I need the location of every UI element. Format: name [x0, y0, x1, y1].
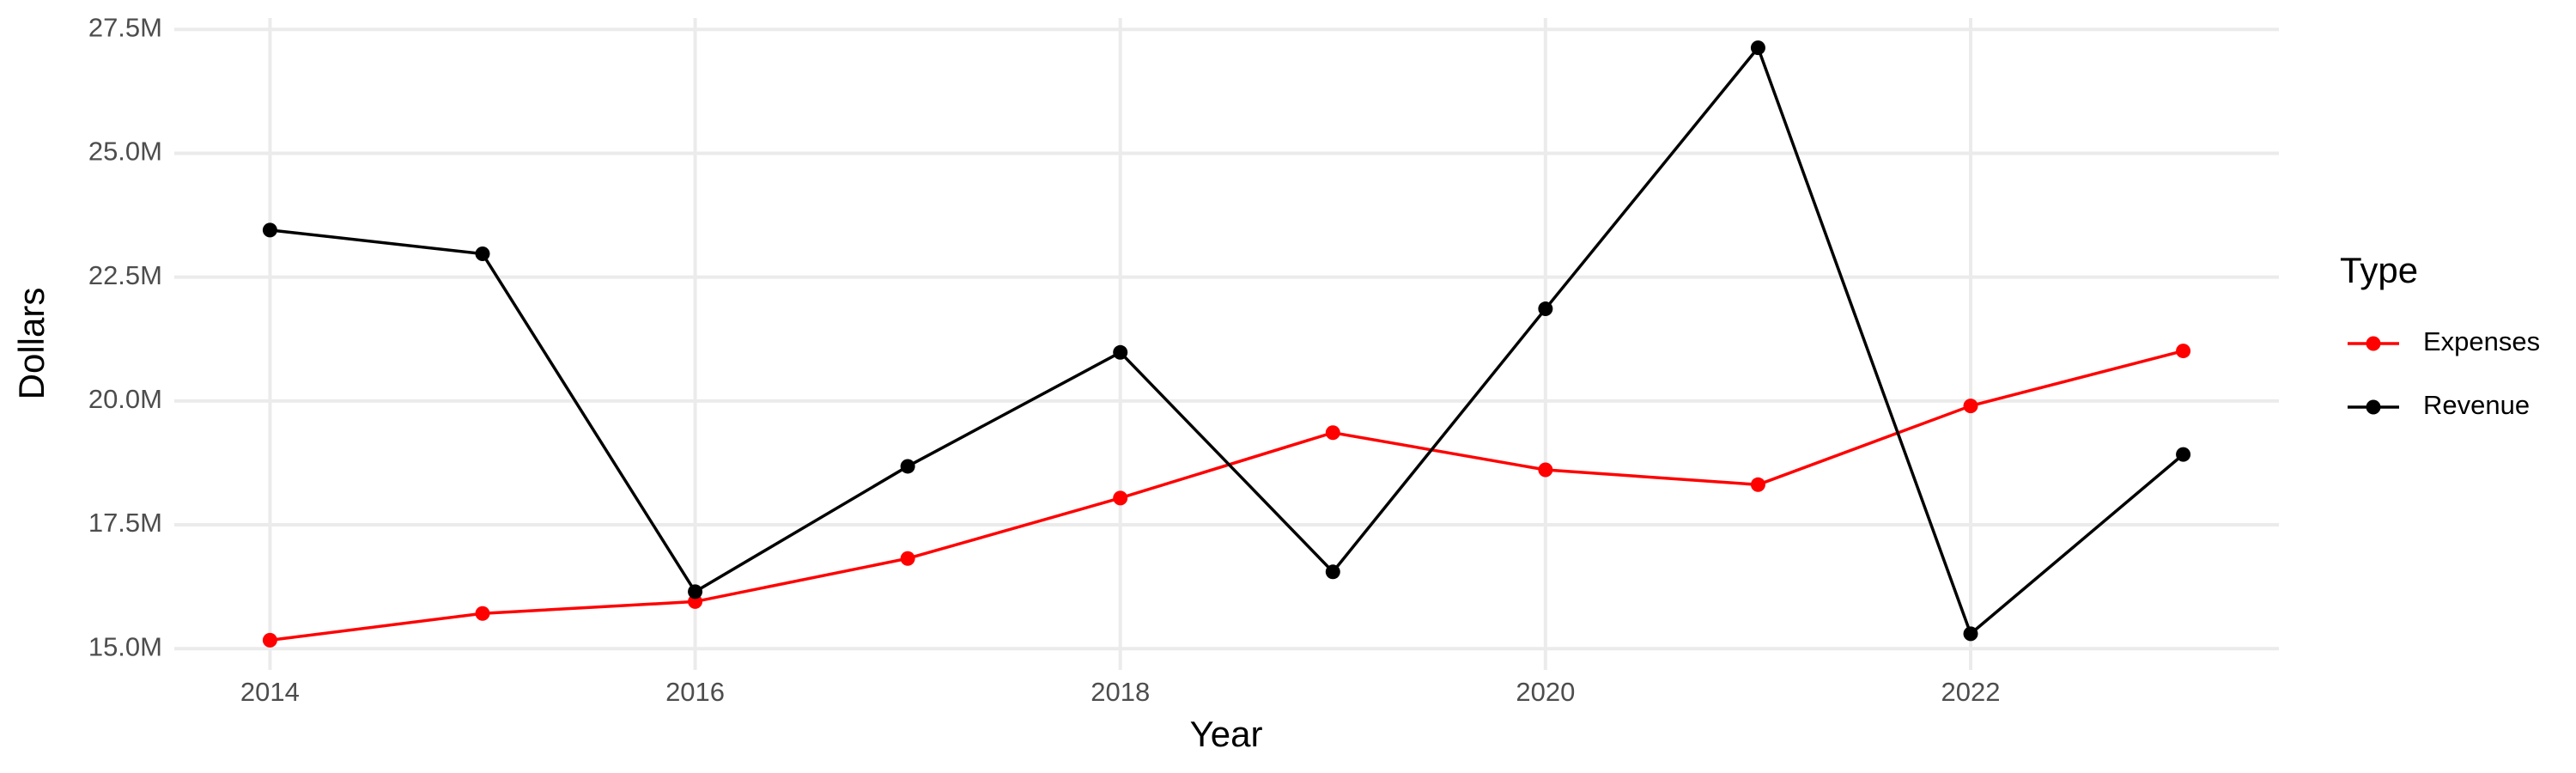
- data-point: [262, 632, 277, 648]
- legend-title: Type: [2340, 250, 2418, 290]
- x-tick-label: 2016: [665, 677, 725, 707]
- y-tick-label: 27.5M: [88, 12, 162, 42]
- y-tick-label: 15.0M: [88, 631, 162, 661]
- x-tick-label: 2018: [1091, 677, 1150, 707]
- data-point: [475, 247, 490, 262]
- legend-key-point: [2366, 399, 2381, 415]
- data-point: [1325, 425, 1340, 441]
- y-tick-label: 25.0M: [88, 137, 162, 167]
- data-point: [1538, 301, 1553, 317]
- data-point: [262, 222, 277, 238]
- data-point: [900, 551, 915, 566]
- y-tick-label: 17.5M: [88, 508, 162, 538]
- x-tick-label: 2014: [240, 677, 300, 707]
- data-point: [1750, 40, 1765, 56]
- legend-label: Expenses: [2423, 326, 2540, 356]
- data-point: [1113, 490, 1128, 506]
- legend-label: Revenue: [2423, 390, 2530, 420]
- data-point: [1963, 399, 1978, 414]
- y-tick-label: 22.5M: [88, 260, 162, 290]
- legend-key-point: [2366, 336, 2381, 351]
- data-point: [688, 584, 703, 600]
- y-axis-title: Dollars: [11, 288, 52, 400]
- data-point: [2176, 344, 2191, 359]
- data-point: [1113, 344, 1128, 360]
- data-point: [1325, 564, 1340, 580]
- series-line: [270, 45, 2184, 636]
- x-tick-label: 2022: [1941, 677, 2001, 707]
- series-line: [270, 349, 2184, 642]
- data-point: [1538, 462, 1553, 478]
- data-point: [900, 459, 915, 474]
- x-tick-label: 2020: [1516, 677, 1575, 707]
- data-point: [1963, 626, 1978, 642]
- y-tick-label: 20.0M: [88, 384, 162, 414]
- data-point: [2176, 447, 2191, 462]
- data-point: [475, 606, 490, 621]
- x-axis-title: Year: [1190, 714, 1263, 754]
- data-point: [1750, 477, 1765, 492]
